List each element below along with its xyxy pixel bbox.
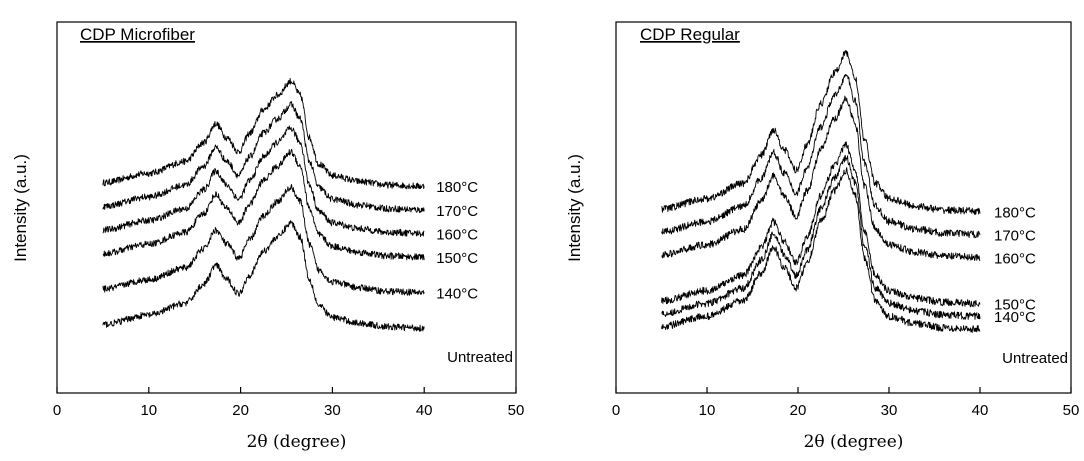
x-tick-label: 20 bbox=[232, 402, 249, 419]
series-curve bbox=[102, 77, 425, 190]
x-tick-label: 50 bbox=[1063, 402, 1080, 419]
series-curve bbox=[102, 220, 425, 332]
x-tick-label: 30 bbox=[324, 402, 341, 419]
y-axis-label: Intensity (a.u.) bbox=[11, 154, 30, 262]
plot-frame bbox=[56, 21, 517, 394]
series-label: 140°C bbox=[994, 309, 1036, 326]
series-curve bbox=[661, 141, 981, 308]
x-tick-label: 20 bbox=[790, 402, 807, 419]
series-curve bbox=[661, 155, 981, 320]
series-curve bbox=[102, 101, 425, 214]
series-label: 180°C bbox=[994, 204, 1036, 221]
x-tick-label: 10 bbox=[699, 402, 716, 419]
x-tick-label: 0 bbox=[53, 402, 61, 419]
chart-panel-2: 0 10 20 30 40 50 2θ (degree) Intensity (a.u.) CD… bbox=[565, 21, 1080, 452]
series-label: 170°C bbox=[994, 227, 1036, 244]
x-tick-label: 30 bbox=[881, 402, 898, 419]
series-label: 150°C bbox=[436, 250, 478, 267]
x-tick-label: 40 bbox=[416, 402, 433, 419]
series-curve bbox=[661, 49, 981, 216]
series-label: 160°C bbox=[994, 250, 1036, 267]
x-tick-label: 50 bbox=[508, 402, 525, 419]
series-curve bbox=[661, 167, 981, 333]
panel-title: CDP Microfiber bbox=[80, 25, 195, 44]
y-axis-label: Intensity (a.u.) bbox=[565, 154, 584, 262]
chart-panel-1: 0 10 20 30 40 50 2θ (degree) Intensity (a.u.) CD… bbox=[11, 21, 525, 452]
series-label: 140°C bbox=[436, 286, 478, 303]
plot-frame bbox=[615, 21, 1072, 394]
series-curve bbox=[102, 184, 425, 296]
x-tick-label: 40 bbox=[972, 402, 989, 419]
series-curve bbox=[661, 95, 981, 262]
series-curve bbox=[661, 74, 981, 239]
x-tick-label: 0 bbox=[612, 402, 620, 419]
series-label: 170°C bbox=[436, 203, 478, 220]
series-label: Untreated bbox=[447, 349, 513, 366]
x-axis-label: 2θ (degree) bbox=[804, 432, 904, 452]
x-axis-label: 2θ (degree) bbox=[247, 432, 347, 452]
series-label: Untreated bbox=[1002, 350, 1068, 367]
x-tick-label: 10 bbox=[140, 402, 157, 419]
series-curve bbox=[102, 148, 425, 261]
series-label: 180°C bbox=[436, 179, 478, 196]
panel-title: CDP Regular bbox=[640, 25, 740, 44]
series-label: 150°C bbox=[994, 296, 1036, 313]
series-label: 160°C bbox=[436, 226, 478, 243]
series-curve bbox=[102, 125, 425, 238]
